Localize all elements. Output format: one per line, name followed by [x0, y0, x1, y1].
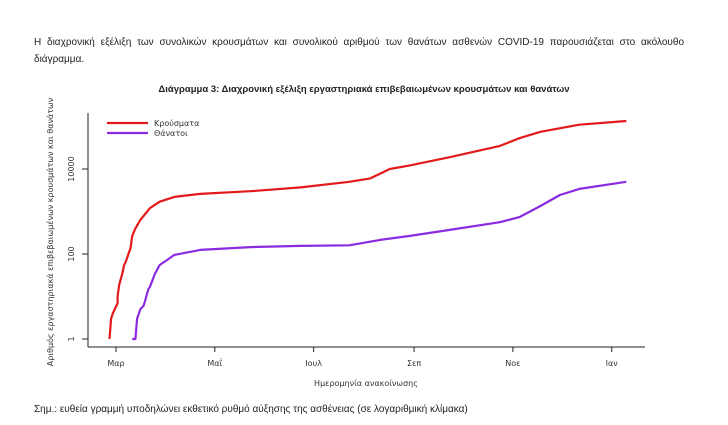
y-tick-label: 100: [67, 246, 76, 261]
series-line-cases: [108, 119, 627, 340]
y-tick-label: 1: [67, 336, 76, 341]
x-tick-label: Σεπ: [407, 359, 421, 368]
x-tick-label: Ιουλ: [305, 359, 322, 368]
intro-paragraph: Η διαχρονική εξέλιξη των συνολικών κρουσ…: [34, 37, 684, 65]
chart-note: Σημ.: ευθεία γραμμή υποδηλώνει εκθετικό …: [34, 404, 468, 415]
series-line-deaths: [132, 180, 627, 341]
legend-label: Θάνατοι: [154, 129, 188, 138]
x-tick-label: Νοε: [505, 359, 520, 368]
x-tick-label: Ιαν: [606, 359, 619, 368]
x-tick-label: Μαΐ: [207, 357, 222, 368]
x-axis-label: Ημερομηνία ανακοίνωσης: [314, 379, 418, 388]
y-axis-label: Αριθμός εργαστηριακά επιβεβαιωμένων κρου…: [45, 97, 55, 366]
legend-label: Κρούσματα: [154, 118, 199, 128]
y-tick-label: 10000: [67, 156, 76, 181]
chart-title: Διάγραμμα 3: Διαχρονική εξέλιξη εργαστηρ…: [158, 84, 570, 95]
x-tick-label: Μαρ: [107, 359, 124, 368]
